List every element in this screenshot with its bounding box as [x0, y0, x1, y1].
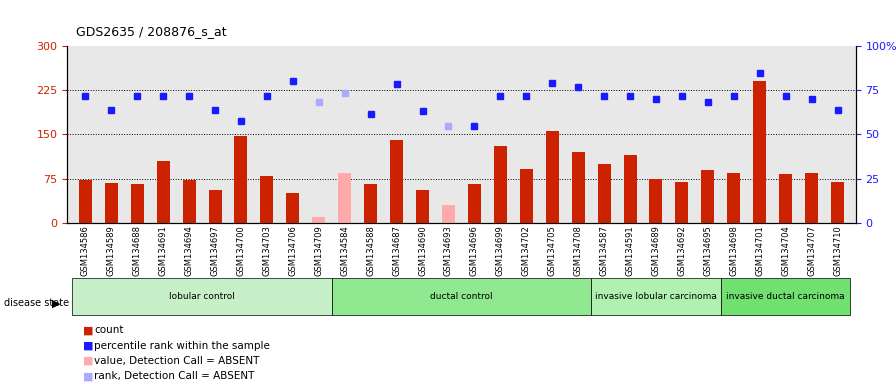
Text: GDS2635 / 208876_s_at: GDS2635 / 208876_s_at [76, 25, 227, 38]
Bar [598, 164, 610, 223]
Bar [209, 190, 221, 223]
Text: invasive lobular carcinoma: invasive lobular carcinoma [595, 292, 717, 301]
Bar [754, 81, 766, 223]
FancyBboxPatch shape [591, 278, 720, 315]
Bar [313, 217, 325, 223]
Text: ductal control: ductal control [430, 292, 493, 301]
Bar [468, 184, 481, 223]
Bar [650, 179, 662, 223]
Bar [806, 173, 818, 223]
Bar [79, 180, 91, 223]
Text: rank, Detection Call = ABSENT: rank, Detection Call = ABSENT [94, 371, 254, 381]
Text: invasive ductal carcinoma: invasive ductal carcinoma [727, 292, 845, 301]
Bar [364, 184, 377, 223]
Text: ■: ■ [82, 341, 93, 351]
Text: count: count [94, 325, 124, 335]
Bar [831, 182, 844, 223]
Bar [494, 146, 507, 223]
Bar [442, 205, 455, 223]
Bar [572, 152, 584, 223]
Bar [339, 173, 351, 223]
Bar [624, 155, 636, 223]
Bar [780, 174, 792, 223]
Text: ■: ■ [82, 371, 93, 381]
FancyBboxPatch shape [720, 278, 850, 315]
Text: percentile rank within the sample: percentile rank within the sample [94, 341, 270, 351]
Bar [702, 170, 714, 223]
FancyBboxPatch shape [73, 278, 332, 315]
Text: ▶: ▶ [53, 298, 61, 308]
Bar [390, 140, 403, 223]
Bar [546, 131, 559, 223]
Bar [287, 193, 299, 223]
FancyBboxPatch shape [332, 278, 591, 315]
Bar [105, 183, 117, 223]
Bar [235, 136, 247, 223]
Bar [416, 190, 429, 223]
Text: ■: ■ [82, 356, 93, 366]
Text: lobular control: lobular control [169, 292, 235, 301]
Bar [131, 184, 143, 223]
Bar [157, 161, 169, 223]
Text: ■: ■ [82, 325, 93, 335]
Text: value, Detection Call = ABSENT: value, Detection Call = ABSENT [94, 356, 260, 366]
Text: disease state: disease state [4, 298, 70, 308]
Bar [261, 175, 273, 223]
Bar [676, 182, 688, 223]
Bar [183, 180, 195, 223]
Bar [728, 173, 740, 223]
Bar [520, 169, 533, 223]
